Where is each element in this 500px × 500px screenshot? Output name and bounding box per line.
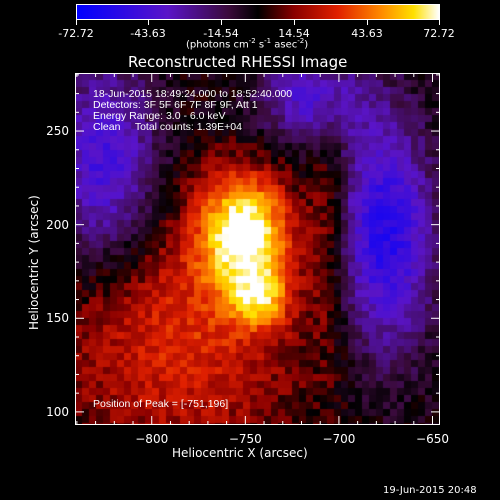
x-tick-label: −750 — [228, 432, 262, 446]
peak-position-label: Position of Peak = [-751,196] — [93, 398, 229, 410]
x-axis-label: Heliocentric X (arcsec) — [172, 446, 308, 460]
x-tick-label: −650 — [416, 432, 449, 446]
colorbar — [76, 4, 440, 20]
heatmap-image — [75, 73, 440, 425]
colorbar-tick — [367, 20, 368, 25]
colorbar-tick-label: -72.72 — [58, 27, 94, 40]
y-tick-label: 200 — [46, 217, 69, 232]
y-axis-label: Heliocentric Y (arcsec) — [27, 195, 41, 330]
colorbar-units: (photons cm-2 s-1 asec-2) — [186, 37, 309, 51]
info-time-range: 18-Jun-2015 18:49:24.000 to 18:52:40.000 — [93, 88, 293, 100]
colorbar-tick — [439, 20, 440, 25]
x-tick-label: −800 — [135, 432, 169, 446]
heatmap-plot — [75, 73, 440, 425]
colorbar-tick — [76, 20, 77, 25]
chart-title: Reconstructed RHESSI Image — [128, 53, 348, 71]
colorbar-tick — [294, 20, 295, 25]
colorbar-tick — [148, 20, 149, 25]
colorbar-tick-label: -14.54 — [203, 27, 239, 40]
plot-axes — [75, 73, 440, 425]
plot-frame — [75, 73, 440, 425]
colorbar-tick-label: 14.54 — [278, 27, 310, 40]
info-energy-range: Energy Range: 3.0 - 6.0 keV — [93, 110, 226, 122]
y-tick-label: 250 — [46, 124, 69, 139]
info-detectors: Detectors: 3F 5F 6F 7F 8F 9F, Att 1 — [93, 99, 258, 111]
colorbar-tick-label: 43.63 — [351, 27, 383, 40]
footer-timestamp: 19-Jun-2015 20:48 — [383, 485, 477, 496]
x-tick-label: −700 — [322, 432, 356, 446]
y-tick-label: 100 — [46, 404, 69, 419]
y-tick-label: 150 — [46, 311, 69, 326]
colorbar-tick-label: -43.63 — [130, 27, 166, 40]
info-total-counts: Clean Total counts: 1.39E+04 — [93, 121, 242, 133]
colorbar-tick-label: 72.72 — [423, 27, 455, 40]
colorbar-tick — [221, 20, 222, 25]
